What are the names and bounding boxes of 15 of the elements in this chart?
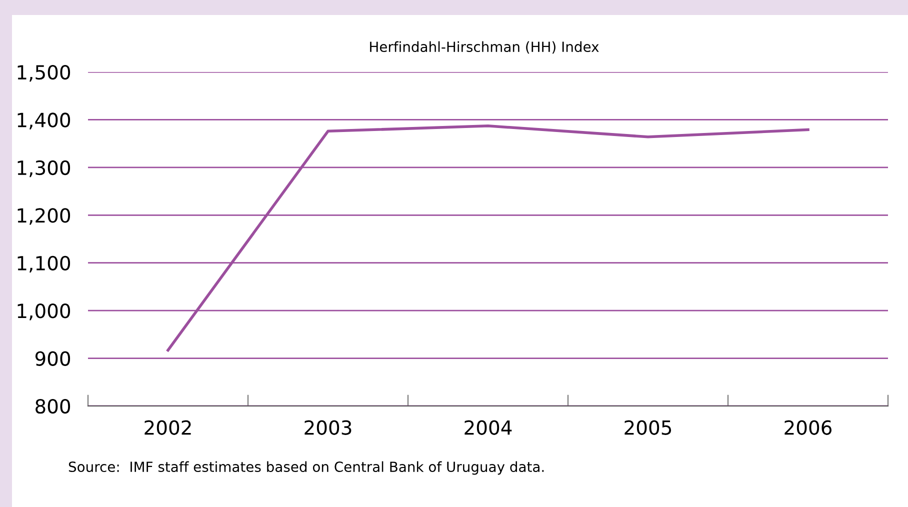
y-tick-label: 1,500 xyxy=(18,64,70,82)
x-tick-label: 2006 xyxy=(784,420,832,435)
x-tick-label: 2005 xyxy=(624,420,672,435)
chart-title: Herfindahl-Hirschman (HH) Index xyxy=(370,41,599,54)
y-tick-label: 900 xyxy=(35,351,70,366)
y-tick-label: 1,000 xyxy=(18,304,70,320)
y-tick-label: 1,400 xyxy=(18,112,70,130)
y-tick-label: 1,300 xyxy=(18,160,70,178)
y-tick-label: 800 xyxy=(36,398,70,414)
y-tick-label: 1,100 xyxy=(18,256,70,273)
x-tick-label: 2003 xyxy=(304,420,352,435)
x-tick-label: 2004 xyxy=(464,420,512,435)
x-tick-label: 2002 xyxy=(144,420,191,435)
y-tick-label: 1,200 xyxy=(18,208,70,225)
source-note: Source: IMF staff estimates based on Central Bank of Uruguay data. xyxy=(68,461,544,475)
